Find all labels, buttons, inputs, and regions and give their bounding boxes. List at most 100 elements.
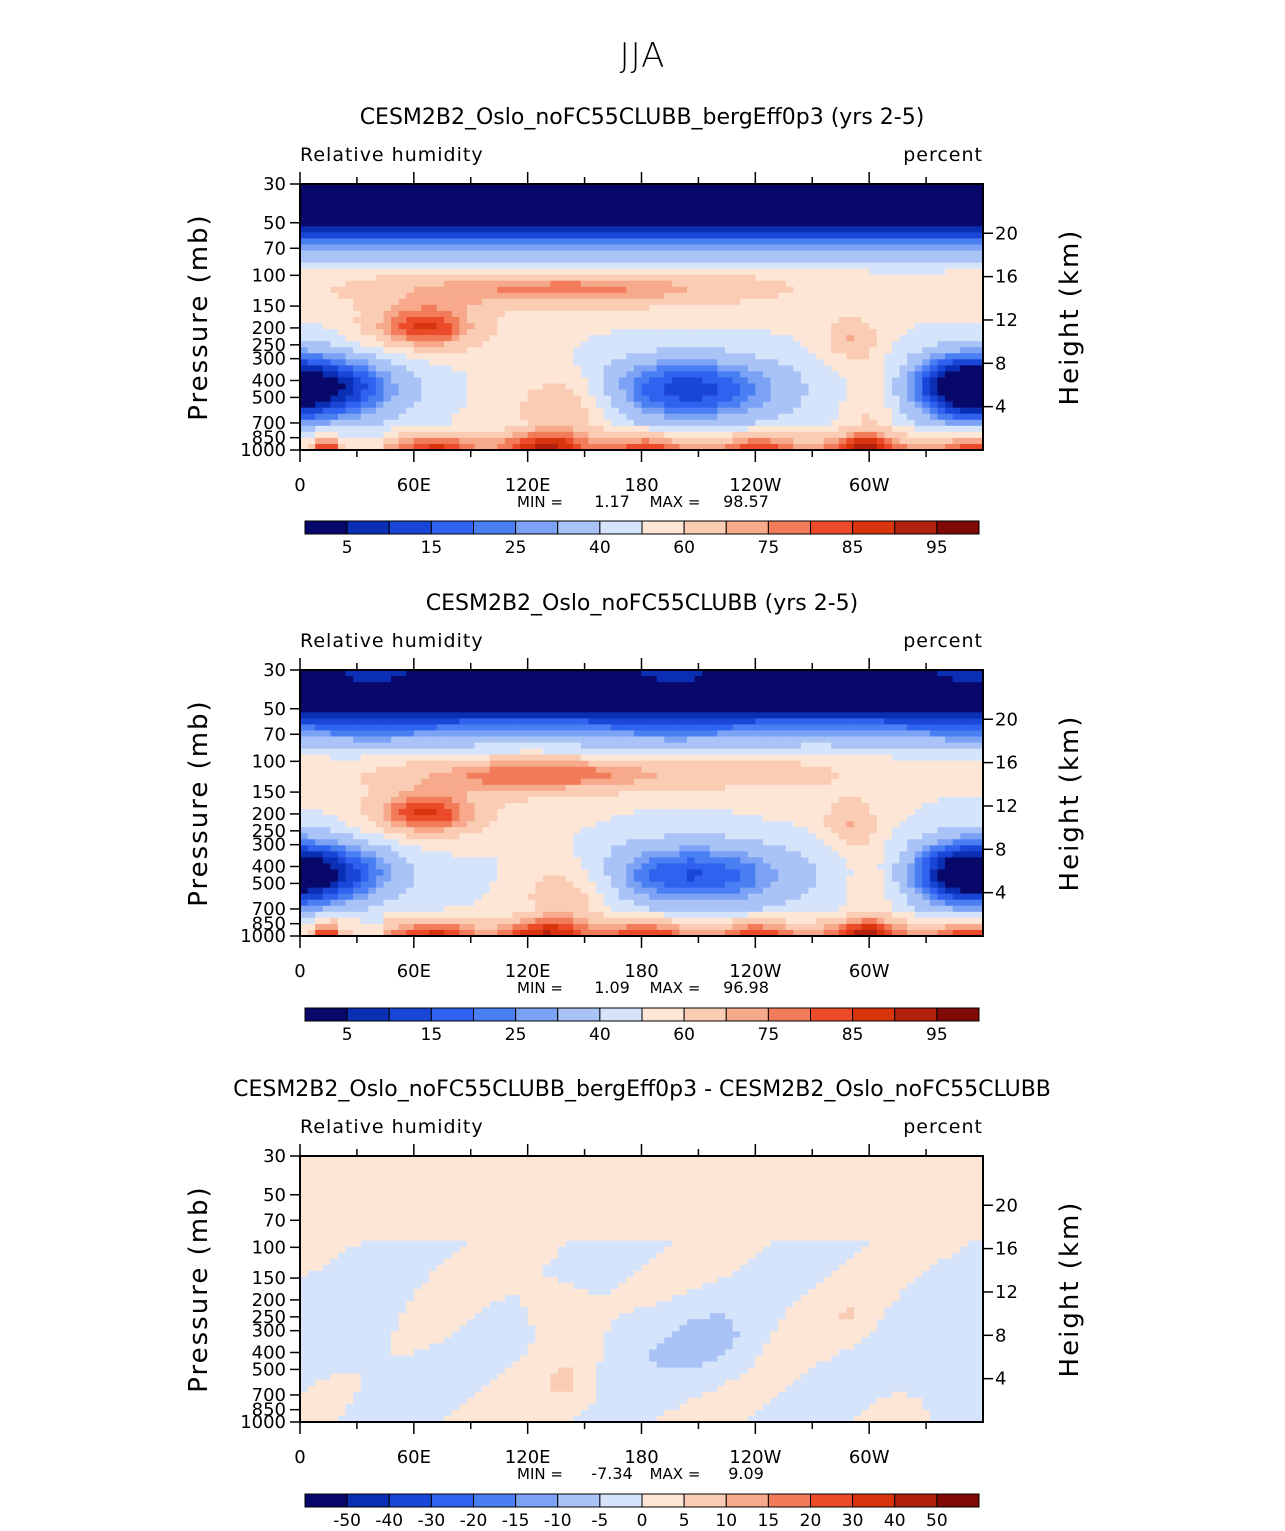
contour-cell	[580, 347, 589, 354]
contour-cell	[466, 682, 476, 689]
contour-cell	[808, 262, 817, 270]
contour-cell	[770, 365, 779, 373]
contour-cell	[527, 220, 536, 227]
contour-cell	[322, 202, 331, 209]
contour-cell	[421, 706, 430, 713]
contour-cell	[891, 256, 901, 264]
lon-tick-label: 60E	[397, 475, 431, 496]
contour-cell	[876, 238, 885, 246]
contour-cell	[724, 274, 734, 282]
contour-cell	[816, 256, 825, 264]
contour-cell	[520, 286, 529, 294]
contour-cell	[406, 256, 415, 264]
contour-cell	[459, 250, 468, 258]
contour-cell	[391, 208, 400, 215]
contour-cell	[444, 329, 453, 336]
contour-cell	[535, 706, 544, 713]
contour-cell	[611, 383, 620, 391]
contour-cell	[300, 359, 309, 366]
contour-cell	[831, 310, 840, 318]
contour-cell	[580, 688, 589, 695]
contour-cell	[633, 184, 643, 191]
contour-cell	[808, 431, 817, 439]
contour-cell	[398, 431, 407, 439]
contour-cell	[793, 437, 802, 445]
contour-cell	[595, 208, 605, 215]
contour-cell	[869, 268, 878, 276]
contour-cell	[588, 208, 597, 215]
contour-cell	[671, 184, 681, 191]
contour-cell	[482, 676, 491, 683]
contour-cell	[421, 437, 430, 445]
contour-cell	[474, 407, 483, 415]
contour-cell	[945, 431, 954, 439]
contour-cell	[565, 437, 574, 445]
contour-cell	[368, 670, 377, 677]
contour-cell	[914, 214, 923, 221]
contour-cell	[368, 383, 377, 391]
contour-cell	[520, 298, 529, 306]
contour-cell	[573, 676, 582, 683]
contour-cell	[451, 365, 460, 373]
contour-cell	[778, 232, 787, 240]
contour-cell	[307, 718, 316, 726]
contour-cell	[451, 286, 460, 294]
contour-cell	[656, 226, 665, 233]
contour-cell	[641, 694, 650, 701]
contour-cell	[565, 682, 574, 689]
contour-cell	[816, 232, 825, 240]
contour-cell	[914, 317, 923, 324]
contour-cell	[641, 256, 650, 264]
contour-cell	[717, 202, 726, 209]
contour-cell	[542, 202, 552, 209]
contour-cell	[353, 407, 362, 415]
contour-cell	[535, 190, 544, 197]
contour-cell	[360, 353, 369, 360]
contour-cell	[573, 190, 582, 197]
contour-cell	[656, 292, 665, 300]
contour-cell	[337, 437, 347, 445]
contour-cell	[709, 407, 718, 415]
contour-cell	[353, 365, 362, 373]
contour-cell	[717, 682, 726, 689]
contour-cell	[618, 317, 627, 324]
contour-cell	[565, 395, 574, 403]
contour-cell	[391, 730, 400, 738]
contour-cell	[838, 395, 847, 403]
contour-cell	[891, 226, 901, 233]
contour-cell	[300, 280, 309, 288]
contour-cell	[861, 323, 870, 330]
contour-cell	[345, 274, 354, 282]
contour-cell	[573, 419, 582, 427]
colorbar-swatch	[810, 520, 854, 535]
contour-cell	[558, 262, 567, 270]
contour-cell	[391, 214, 400, 221]
contour-cell	[391, 365, 400, 373]
contour-cell	[421, 304, 430, 312]
contour-cell	[482, 700, 491, 707]
contour-cell	[618, 431, 627, 439]
contour-cell	[899, 365, 908, 373]
contour-cell	[687, 724, 696, 732]
contour-cell	[565, 329, 574, 336]
contour-cell	[937, 232, 946, 240]
contour-cell	[702, 688, 711, 695]
contour-cell	[542, 310, 552, 318]
contour-cell	[914, 365, 923, 373]
contour-cell	[891, 389, 901, 397]
contour-cell	[846, 700, 855, 707]
contour-cell	[421, 286, 430, 294]
contour-cell	[838, 329, 847, 336]
contour-cell	[937, 208, 946, 215]
contour-cell	[345, 413, 354, 421]
contour-cell	[353, 401, 362, 409]
contour-cell	[762, 688, 772, 695]
contour-cell	[687, 244, 696, 252]
contour-cell	[907, 407, 916, 415]
contour-cell	[641, 298, 650, 306]
contour-cell	[641, 232, 650, 240]
contour-cell	[444, 389, 453, 397]
contour-cell	[398, 317, 407, 324]
contour-cell	[687, 274, 696, 282]
contour-cell	[391, 377, 400, 385]
